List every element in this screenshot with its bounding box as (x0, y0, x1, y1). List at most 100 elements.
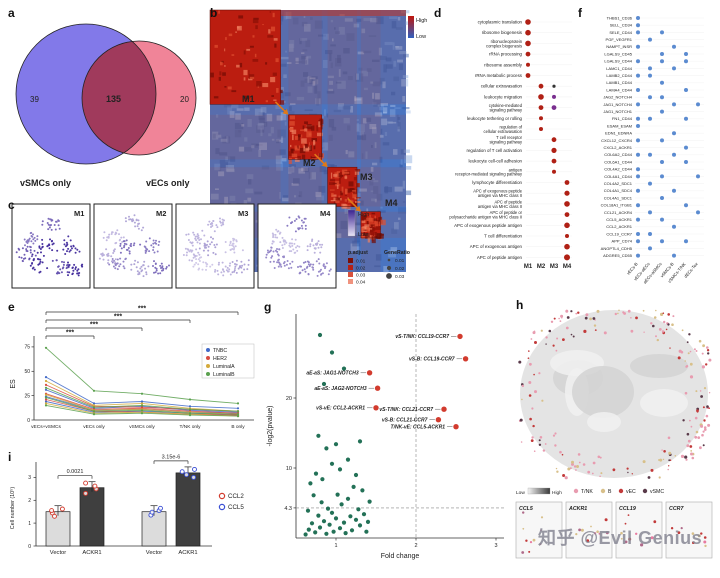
svg-text:THBS1_CD36: THBS1_CD36 (607, 15, 633, 20)
svg-text:M3: M3 (238, 209, 248, 218)
svg-text:antigen via MHC class II: antigen via MHC class II (478, 204, 522, 209)
umap-module-grid: M1 M2 M3 M4 HighLowp.adjust0.010.020.030.04… (11, 203, 410, 289)
cell-number-barplot: 0 1 2 3 Cell number (10⁵) Vector ACKR1 0.0021 Ve… (10, 454, 244, 556)
svg-text:ribonucleoprotein: ribonucleoprotein (491, 39, 523, 44)
svg-text:regulation of T cell activatio: regulation of T cell activation (467, 148, 523, 153)
svg-text:leukocyte cell-cell adhesion: leukocyte cell-cell adhesion (469, 159, 523, 164)
svg-text:Low: Low (416, 34, 426, 40)
svg-text:SELL_CD34: SELL_CD34 (610, 23, 633, 28)
svg-text:LAMB2_CD44: LAMB2_CD44 (606, 73, 632, 78)
svg-text:COL18A1_ITGB1: COL18A1_ITGB1 (601, 203, 633, 208)
svg-text:***: *** (90, 322, 98, 329)
svg-text:M4: M4 (563, 264, 572, 270)
svg-text:CXCL12_CXCR4: CXCL12_CXCR4 (601, 138, 633, 143)
svg-text:COL4A1_CD44: COL4A1_CD44 (604, 174, 633, 179)
svg-text:rRNA processing: rRNA processing (489, 52, 523, 57)
svg-text:EDN1_EDNRA: EDN1_EDNRA (605, 131, 632, 136)
svg-text:75: 75 (24, 345, 30, 351)
watermark: 知乎 @Evil Genius (538, 528, 703, 548)
svg-text:APC of exogenous antigen: APC of exogenous antigen (470, 244, 523, 249)
panel-f: f THBS1_CD36 SELL_CD34 SELE_CD44 PGF_VEGFR1… (576, 6, 718, 300)
panel-letter-h: h (516, 298, 524, 312)
svg-text:JAG2_NOTCH4: JAG2_NOTCH4 (603, 95, 632, 100)
svg-text:ACKR1: ACKR1 (568, 506, 587, 512)
svg-text:vSMCs only: vSMCs only (129, 424, 155, 430)
panel-letter-i: i (8, 450, 12, 464)
panel-letter-b: b (210, 6, 218, 20)
svg-text:ADGRE5_CD55: ADGRE5_CD55 (603, 253, 633, 258)
svg-text:complex biogenesis: complex biogenesis (486, 43, 522, 48)
svg-text:M1: M1 (242, 94, 255, 104)
svg-text:M2: M2 (156, 209, 166, 218)
svg-text:20: 20 (180, 95, 189, 104)
svg-text:COL4A2_SDC1: COL4A2_SDC1 (604, 181, 633, 186)
svg-text:cytoplasmic translation: cytoplasmic translation (478, 20, 523, 25)
svg-text:CCL19: CCL19 (619, 506, 636, 512)
svg-text:antigen via MHC class II: antigen via MHC class II (478, 193, 522, 198)
svg-text:39: 39 (30, 95, 39, 104)
svg-text:0.01: 0.01 (356, 259, 366, 265)
svg-text:cellular extravasation: cellular extravasation (481, 84, 523, 89)
panel-letter-d: d (434, 6, 442, 20)
svg-text:polysaccharide antigen via MHC: polysaccharide antigen via MHC class II (449, 215, 522, 220)
svg-text:signaling pathway: signaling pathway (489, 140, 522, 145)
svg-text:T/NK-vE: CCL5-ACKR1: T/NK-vE: CCL5-ACKR1 (391, 425, 446, 431)
svg-text:cytokine-mediated: cytokine-mediated (489, 103, 523, 108)
svg-text:antigen: antigen (509, 167, 523, 172)
svg-text:p.adjust: p.adjust (348, 250, 368, 256)
svg-text:signaling pathway: signaling pathway (489, 108, 522, 113)
svg-text:APC of peptide or: APC of peptide or (490, 210, 523, 215)
svg-text:0.02: 0.02 (395, 266, 405, 272)
svg-text:135: 135 (106, 94, 121, 104)
svg-text:vS-vE: CCL2-ACKR1: vS-vE: CCL2-ACKR1 (316, 406, 365, 412)
panel-b: b M1 M2 M3 M4 High Low (208, 6, 432, 300)
svg-text:CCL19_CCR7: CCL19_CCR7 (606, 231, 632, 236)
svg-text:CCL5_ACKR1: CCL5_ACKR1 (606, 217, 633, 222)
svg-text:T cell receptor: T cell receptor (496, 135, 522, 140)
enrichment-score-lineplot: 0 25 50 75 vECs+vSMCs vECs only vSMCs only T/NK… (10, 306, 255, 430)
svg-text:Vector: Vector (146, 550, 163, 556)
svg-text:Low: Low (516, 490, 525, 496)
svg-text:regulation of: regulation of (499, 125, 522, 130)
svg-text:0.03: 0.03 (356, 273, 366, 279)
panel-letter-c: c (8, 198, 15, 212)
svg-text:JAG1_NOTCH1: JAG1_NOTCH1 (603, 109, 632, 114)
svg-text:receptor-mediated signaling pa: receptor-mediated signaling pathway (455, 172, 523, 177)
svg-text:LAMA4_CD44: LAMA4_CD44 (606, 87, 632, 92)
svg-text:APC of peptide antigen: APC of peptide antigen (477, 255, 523, 260)
svg-text:LAMB1_CD44: LAMB1_CD44 (606, 80, 632, 85)
svg-text:0: 0 (28, 544, 31, 550)
svg-text:aE-aS: JAG1-NOTCH3: aE-aS: JAG1-NOTCH3 (306, 371, 358, 377)
svg-text:B: B (608, 489, 612, 495)
panel-letter-g: g (264, 300, 272, 314)
svg-text:aE-aS: JAG2-NOTCH3: aE-aS: JAG2-NOTCH3 (314, 386, 366, 392)
svg-text:0.01: 0.01 (395, 258, 405, 264)
svg-text:CCL5: CCL5 (228, 504, 244, 511)
svg-text:COL6A2_CD44: COL6A2_CD44 (604, 152, 633, 157)
svg-text:CCR7: CCR7 (669, 506, 684, 512)
panel-letter-e: e (8, 300, 15, 314)
svg-text:vS-B: CCL21-CCR7: vS-B: CCL21-CCR7 (382, 418, 428, 424)
svg-text:ES: ES (10, 379, 17, 389)
panel-i: i 0 1 2 3 Cell number (10⁵) Vector ACKR1 0.0021… (6, 450, 262, 574)
svg-text:NAMPT_INSR: NAMPT_INSR (606, 44, 632, 49)
svg-text:SELE_CD44: SELE_CD44 (609, 30, 632, 35)
svg-text:APP_CD74: APP_CD74 (612, 239, 633, 244)
svg-text:CCL2_ACKR1: CCL2_ACKR1 (606, 224, 633, 229)
coexpression-heatmap: M1 M2 M3 M4 High Low (209, 9, 427, 278)
svg-text:Vector: Vector (50, 550, 67, 556)
svg-text:M2: M2 (537, 264, 546, 270)
svg-text:0.02: 0.02 (356, 266, 366, 272)
svg-text:cellular extravasation: cellular extravasation (484, 129, 523, 134)
svg-text:CCL21_ACKR4: CCL21_ACKR4 (604, 210, 633, 215)
svg-text:ESAM_ESAM: ESAM_ESAM (607, 123, 632, 128)
svg-text:T/NK: T/NK (581, 489, 593, 495)
svg-text:vSMC: vSMC (650, 489, 664, 495)
svg-text:COL4A1_SDC4: COL4A1_SDC4 (604, 188, 633, 193)
svg-text:B only: B only (231, 424, 245, 430)
panel-e: e 0 25 50 75 vECs+vSMCs vECs only vSMCs only T/… (6, 300, 262, 450)
svg-text:rRNA metabolic process: rRNA metabolic process (475, 73, 523, 78)
svg-text:PGF_VEGFR1: PGF_VEGFR1 (606, 37, 633, 42)
svg-text:10: 10 (286, 466, 292, 472)
svg-text:Cell number (10⁵): Cell number (10⁵) (10, 487, 16, 530)
